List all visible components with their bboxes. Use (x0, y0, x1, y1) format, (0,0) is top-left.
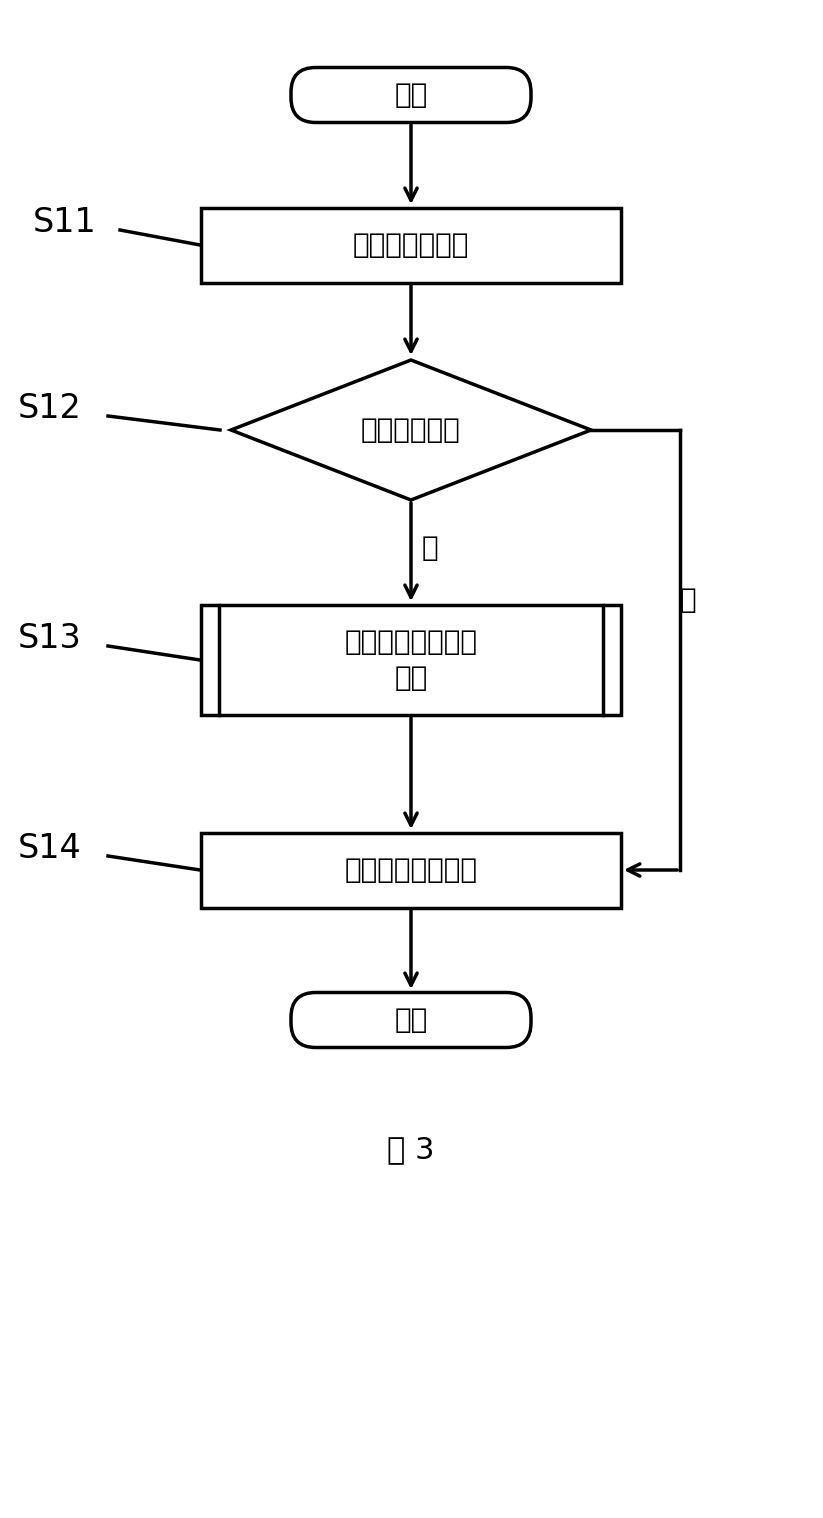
Text: S11: S11 (33, 205, 97, 238)
Text: 否: 否 (680, 586, 696, 613)
Bar (201, 832, 621, 908)
Text: 调用单个规则推理
过程: 调用单个规则推理 过程 (345, 627, 477, 692)
Text: 结束: 结束 (394, 1006, 428, 1034)
Text: 是: 是 (422, 534, 439, 562)
FancyBboxPatch shape (291, 993, 531, 1047)
Text: 图 3: 图 3 (388, 1135, 435, 1164)
FancyBboxPatch shape (291, 67, 531, 123)
Bar (201, 606, 621, 715)
Text: S12: S12 (18, 392, 82, 425)
Bar (201, 208, 621, 282)
Text: 输出初步诊断结果: 输出初步诊断结果 (345, 856, 477, 883)
Text: 是否读取成功: 是否读取成功 (361, 416, 461, 443)
Text: 读取下一条规则: 读取下一条规则 (353, 231, 469, 260)
Text: S14: S14 (18, 832, 81, 864)
Text: 开始: 开始 (394, 80, 428, 109)
Text: S13: S13 (18, 621, 81, 654)
Polygon shape (231, 360, 591, 499)
